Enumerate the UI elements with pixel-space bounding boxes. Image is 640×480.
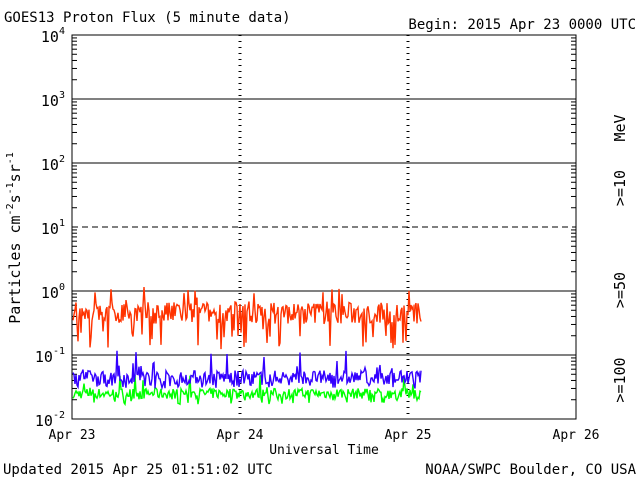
y-axis-ticks: 10-2 10-1 100 101 102 103 104 — [35, 26, 65, 430]
y-tick-label: 103 — [41, 90, 65, 110]
credit-text: NOAA/SWPC Boulder, CO USA — [425, 462, 636, 478]
x-tick-label: Apr 26 — [553, 428, 600, 443]
y-tick-label: 101 — [41, 218, 65, 238]
x-tick-label: Apr 25 — [385, 428, 432, 443]
chart-title: GOES13 Proton Flux (5 minute data) — [4, 10, 291, 26]
y-tick-label: 10-1 — [35, 346, 65, 366]
x-tick-label: Apr 23 — [49, 428, 96, 443]
legend-item: >=10 — [611, 170, 629, 206]
y-tick-label: 10-2 — [35, 410, 65, 430]
legend-label: >=50 — [611, 272, 629, 308]
updated-timestamp: Updated 2015 Apr 25 01:51:02 UTC — [3, 462, 273, 478]
y-tick-label: 104 — [41, 26, 65, 46]
plot-frame — [71, 34, 577, 420]
y-tick-label: 102 — [41, 154, 65, 174]
svg-text:Particles cm-2s-1sr-1: Particles cm-2s-1sr-1 — [5, 152, 24, 324]
legend-unit-label: MeV — [611, 114, 629, 141]
chart-grid — [72, 34, 576, 420]
legend-item: >=100 — [611, 357, 629, 402]
x-axis-label: Universal Time — [269, 443, 379, 458]
x-tick-label: Apr 24 — [217, 428, 264, 443]
legend-label: >=100 — [611, 357, 629, 402]
legend: >=10 >=50 >=100 MeV — [611, 114, 629, 402]
x-axis-ticks: Apr 23 Apr 24 Apr 25 Apr 26 — [49, 428, 600, 443]
legend-label: >=10 — [611, 170, 629, 206]
legend-item: >=50 — [611, 272, 629, 308]
begin-date: Begin: 2015 Apr 23 0000 UTC — [408, 17, 636, 33]
y-axis-label: Particles cm-2s-1sr-1 — [5, 152, 24, 324]
y-tick-label: 100 — [41, 282, 65, 302]
data-series — [72, 286, 422, 407]
series-line-gte10 — [72, 286, 422, 350]
series-line-gte50 — [72, 350, 422, 391]
legend-unit: MeV — [611, 114, 629, 141]
series-line-gte100 — [72, 374, 422, 407]
